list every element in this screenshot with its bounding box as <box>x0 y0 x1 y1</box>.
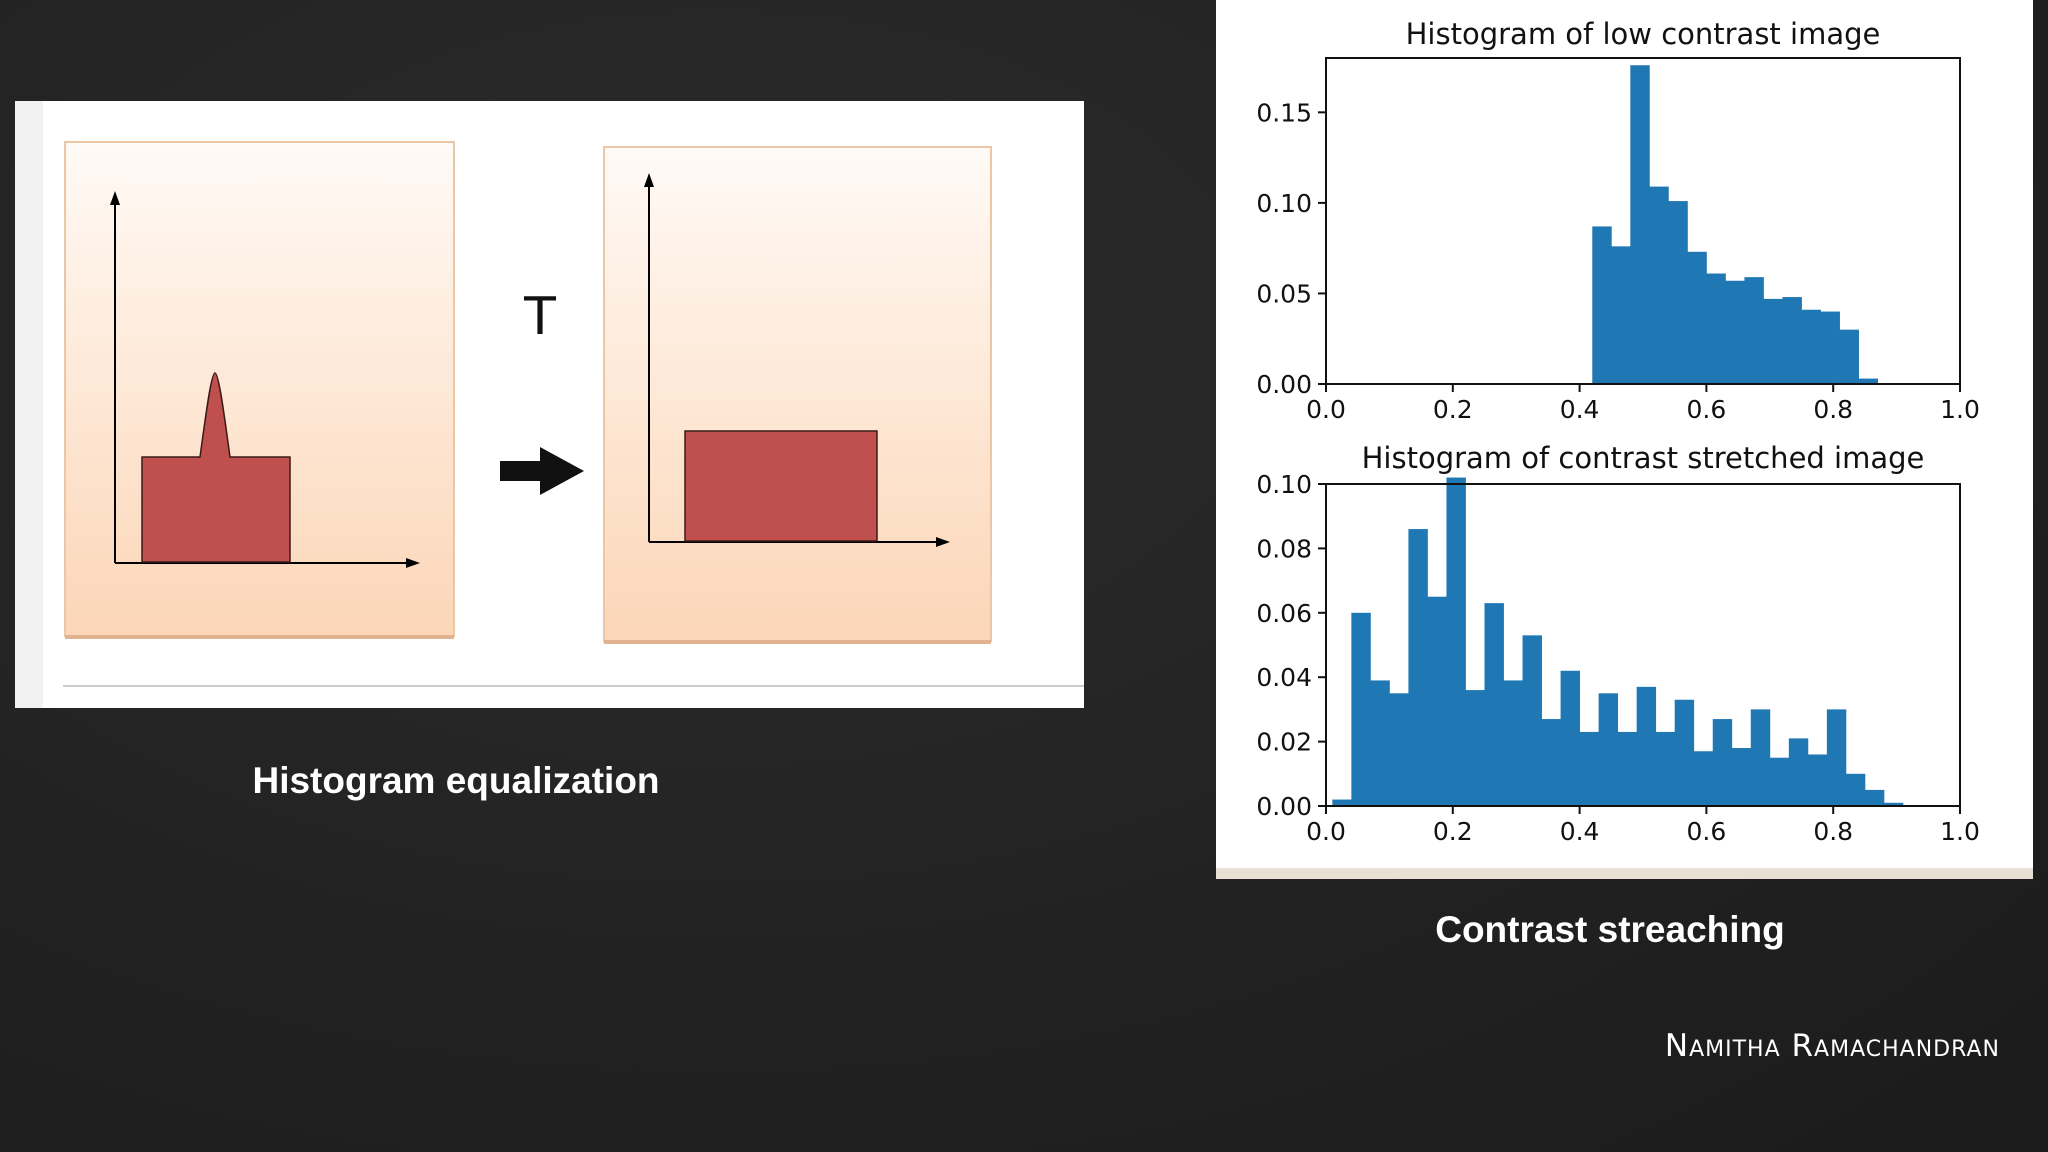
chart2-bar <box>1598 693 1619 806</box>
chart2-bar <box>1883 802 1904 806</box>
right-arrow-icon <box>500 447 584 495</box>
chart2-bar <box>1731 748 1752 806</box>
chart2-x-tick-label: 1.0 <box>1940 817 1980 846</box>
chart2-frame <box>1325 483 1961 807</box>
equalization-figure: T <box>15 101 1084 708</box>
chart2-bar <box>1864 789 1885 806</box>
chart1-x-tick-label: 0.2 <box>1433 395 1473 424</box>
chart2-bar <box>1807 754 1828 806</box>
chart1-bar <box>1611 246 1631 384</box>
chart2-bar <box>1408 529 1428 806</box>
chart2-x-tick-label: 0.8 <box>1813 817 1853 846</box>
chart2-bar <box>1332 799 1352 806</box>
author-name: Namitha Ramachandran <box>1664 1028 2000 1064</box>
after-histogram-shape <box>684 430 878 542</box>
before-histogram-shape <box>141 372 291 563</box>
chart2-bar <box>1788 738 1809 806</box>
chart2-bar <box>1389 693 1409 806</box>
chart1-y-tick-label: 0.15 <box>1256 98 1312 127</box>
chart2-bar <box>1370 680 1390 806</box>
chart2-bar <box>1351 612 1371 806</box>
chart1-bar <box>1649 186 1669 384</box>
chart1-bar <box>1801 309 1821 384</box>
chart1-bar <box>1687 251 1707 384</box>
chart1-bar <box>1839 329 1859 384</box>
chart1-bar <box>1763 298 1783 384</box>
chart2-bar <box>1503 680 1523 806</box>
after-x-axis-arrow <box>936 537 950 547</box>
chart2-bar <box>1655 731 1676 806</box>
chart1-bar <box>1782 297 1802 384</box>
after-histogram-box <box>603 146 992 644</box>
chart2-y-tick-label: 0.06 <box>1256 599 1312 628</box>
chart2-bar <box>1750 709 1771 806</box>
chart2-bar <box>1674 699 1695 806</box>
chart1-x-tick-label: 0.4 <box>1560 395 1600 424</box>
after-y-axis-arrow <box>644 173 654 187</box>
chart2-y-tick-label: 0.02 <box>1256 728 1312 757</box>
chart1-y-tick-label: 0.05 <box>1256 279 1312 308</box>
before-histogram-box <box>64 141 455 639</box>
equalization-caption: Histogram equalization <box>252 760 660 801</box>
chart2-bar <box>1560 670 1580 806</box>
chart2-x-tick-label: 0.4 <box>1560 817 1600 846</box>
chart2-bar <box>1446 477 1466 806</box>
chart2-x-tick-label: 0.2 <box>1433 817 1473 846</box>
chart1-bar <box>1820 311 1840 384</box>
chart1-bar <box>1858 378 1878 384</box>
chart1-x-tick-label: 0.8 <box>1813 395 1853 424</box>
chart2-bar <box>1845 773 1866 806</box>
contrast-histograms-panel: Histogram of low contrast image 0.0 0.2 0.4… <box>1216 0 2033 879</box>
chart2-y-tick-label: 0.04 <box>1256 663 1312 692</box>
panel-strip <box>15 101 43 708</box>
chart1-bar <box>1706 273 1726 384</box>
chart2-y-tick-label: 0.00 <box>1256 792 1312 821</box>
contrast-caption: Contrast streaching <box>1435 909 1785 950</box>
chart1-x-tick-label: 0.6 <box>1687 395 1727 424</box>
chart2-y-tick-label: 0.10 <box>1256 470 1312 499</box>
chart2-bar <box>1826 709 1847 806</box>
chart2-bar <box>1617 731 1638 806</box>
chart1-x-tick-label: 0.0 <box>1306 395 1346 424</box>
chart2-bar <box>1522 635 1542 806</box>
chart2-bar <box>1636 686 1657 806</box>
chart2-x-tick-label: 0.6 <box>1687 817 1727 846</box>
chart1-bar <box>1744 277 1764 384</box>
chart2-title: Histogram of contrast stretched image <box>1362 441 1925 475</box>
chart2-bar <box>1712 719 1733 806</box>
chart1-y-tick-label: 0.10 <box>1256 189 1312 218</box>
equalization-diagram: T <box>15 101 1084 708</box>
chart2-bar <box>1579 731 1600 806</box>
chart2-bar <box>1693 751 1714 806</box>
chart1-bar <box>1630 65 1650 384</box>
chart1-bar <box>1668 201 1688 384</box>
chart2-bar <box>1484 603 1504 806</box>
before-x-axis-arrow <box>406 558 420 568</box>
chart2-y-tick-label: 0.08 <box>1256 534 1312 563</box>
chart1-y-tick-label: 0.00 <box>1256 370 1312 399</box>
histogram-charts: Histogram of low contrast image 0.0 0.2 0.4… <box>1256 17 1980 846</box>
transform-label: T <box>523 287 556 347</box>
before-y-axis-arrow <box>110 191 120 205</box>
chart1-frame <box>1325 57 1961 385</box>
chart1-bar <box>1592 226 1612 384</box>
chart2-bar <box>1769 757 1790 806</box>
chart2-bar <box>1465 690 1485 806</box>
cropped-source-strip <box>1216 868 2033 879</box>
chart2-bar <box>1541 719 1561 806</box>
chart1-x-tick-label: 1.0 <box>1940 395 1980 424</box>
chart2-bar <box>1427 596 1447 806</box>
chart1-title: Histogram of low contrast image <box>1406 17 1881 51</box>
chart1-bar <box>1725 280 1745 384</box>
chart2-x-tick-label: 0.0 <box>1306 817 1346 846</box>
